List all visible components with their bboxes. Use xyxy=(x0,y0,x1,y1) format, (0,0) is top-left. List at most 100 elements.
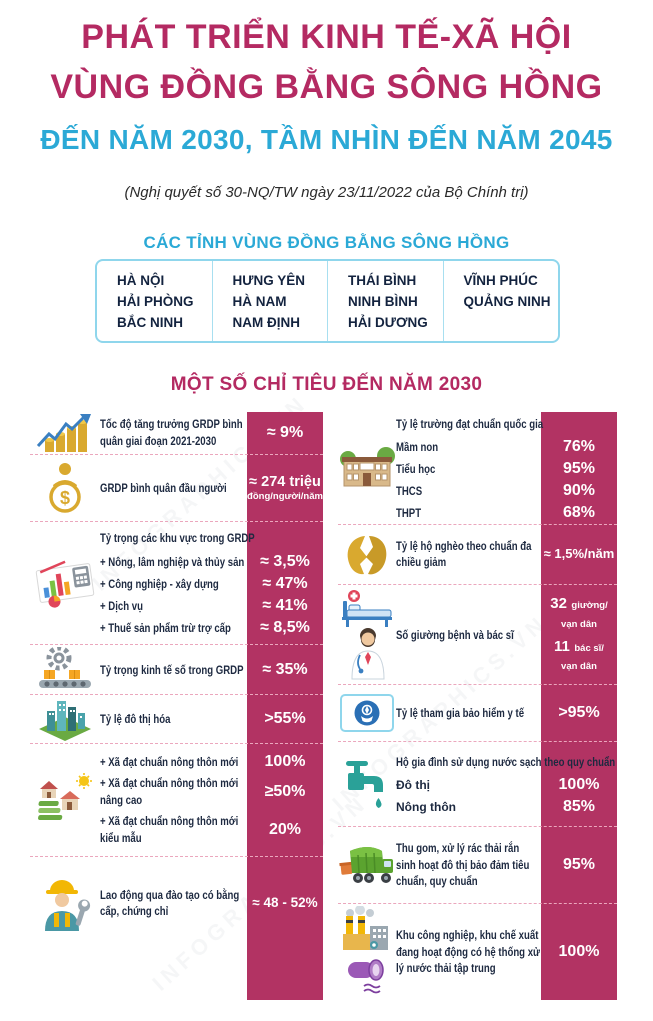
indicator-value: 68% xyxy=(562,503,596,521)
indicator-label: Số giường bệnh và bác sĩ xyxy=(396,627,514,642)
indicator-label: Tỷ lệ hộ nghèo theo chuẩn đa chiều giảm xyxy=(396,538,532,570)
indicator-label: Khu công nghiệp, khu chế xuất đang hoạt … xyxy=(396,927,541,976)
indicator-label: GRDP bình quân đầu người xyxy=(100,481,227,495)
indicator-value: 85% xyxy=(562,797,596,815)
indicator-value: ≈ 8,5% xyxy=(260,619,310,636)
indicator-value: >95% xyxy=(558,704,600,721)
indicator-health-insurance: Tỷ lệ tham gia bảo hiểm y tế >95% xyxy=(338,685,617,742)
sub-indicator: THPT 68% xyxy=(396,502,617,524)
indicator-value: 95% xyxy=(562,856,596,873)
province: VĨNH PHÚC xyxy=(463,273,538,288)
broken-coin-icon xyxy=(338,533,396,577)
indicator-value: 76% xyxy=(562,437,596,455)
indicator-value: ≈ 9% xyxy=(266,424,304,441)
indicator-value: 95% xyxy=(562,459,596,477)
farm-icon xyxy=(30,773,100,827)
left-indicator-column: Tốc độ tăng trưởng GRDP bình quân giai đ… xyxy=(30,412,323,1000)
indicator-value: ≈ 35% xyxy=(262,660,308,678)
garbage-truck-icon xyxy=(338,841,396,889)
indicator-label: + Công nghiệp - xây dựng xyxy=(100,577,219,591)
school-icon xyxy=(338,443,396,493)
indicator-value: ≥50% xyxy=(264,783,306,801)
province-column-4: VĨNH PHÚC QUẢNG NINH xyxy=(442,261,559,341)
right-value-band xyxy=(541,412,617,1000)
indicator-value: 20% xyxy=(268,820,302,838)
indicator-label: Thu gom, xử lý rác thải rắn sinh hoạt đô… xyxy=(396,840,530,889)
faucet-icon xyxy=(338,757,396,811)
beds-value: 32 giường/ vạn dân xyxy=(550,594,608,630)
indicator-label: Tiểu học xyxy=(396,461,436,476)
sub-indicator: + Nông, lâm nghiệp và thủy sản ≈ 3,5% xyxy=(100,551,323,573)
indicator-value: ≈ 48 - 52% xyxy=(252,895,318,911)
indicator-label: Đô thị xyxy=(396,777,430,792)
indicator-label: Lao động qua đào tạo có bằng cấp, chứng … xyxy=(100,887,240,919)
indicator-grdp-per-capita: $ GRDP bình quân đầu người ≈ 274 triệu đ… xyxy=(30,455,323,522)
person-dollar-icon: $ xyxy=(30,461,100,515)
province-column-1: HÀ NỘI HẢI PHÒNG BẮC NINH xyxy=(97,261,212,341)
svg-text:$: $ xyxy=(60,488,70,508)
indicator-label: THCS xyxy=(396,483,423,498)
sub-indicator: + Xã đạt chuẩn nông thôn mới nâng cao ≥5… xyxy=(100,773,323,811)
indicator-label: Nông thôn xyxy=(396,799,456,814)
indicator-sector-shares: Tỷ trọng các khu vực trong GRDP + Nông, … xyxy=(30,522,323,645)
indicator-poverty-rate: Tỷ lệ hộ nghèo theo chuẩn đa chiều giảm … xyxy=(338,525,617,585)
indicator-value: ≈ 1,5%/năm xyxy=(543,546,615,562)
main-title-line3: ĐẾN NĂM 2030, TẦM NHÌN ĐẾN NĂM 2045 xyxy=(40,124,613,155)
sub-indicator: Tiểu học 95% xyxy=(396,458,617,480)
indicator-beds-doctors: Số giường bệnh và bác sĩ 32 giường/ vạn … xyxy=(338,585,617,685)
sub-indicator: + Xã đạt chuẩn nông thôn mới 100% xyxy=(100,751,323,773)
indicator-label: + Xã đạt chuẩn nông thôn mới nâng cao xyxy=(100,776,239,807)
coins-growth-icon xyxy=(30,412,100,454)
provinces-box: HÀ NỘI HẢI PHÒNG BẮC NINH HƯNG YÊN HÀ NA… xyxy=(95,259,560,343)
province: HÀ NỘI xyxy=(117,273,165,288)
indicator-rural-standard: + Xã đạt chuẩn nông thôn mới 100% + Xã đ… xyxy=(30,744,323,857)
factory-pipe-icon xyxy=(338,906,396,998)
indicator-label: + Xã đạt chuẩn nông thôn mới kiểu mẫu xyxy=(100,814,239,845)
province: HẢI PHÒNG xyxy=(117,293,194,309)
province-column-2: HƯNG YÊN HÀ NAM NAM ĐỊNH xyxy=(211,261,328,341)
sub-indicator: THCS 90% xyxy=(396,480,617,502)
hospital-bed-doctor-icon xyxy=(338,589,396,681)
indicator-label: THPT xyxy=(396,505,422,520)
doctors-value: 11 bác sĩ/ vạn dân xyxy=(554,637,604,673)
sub-indicator: + Dịch vụ ≈ 41% xyxy=(100,595,323,617)
sub-indicator: + Xã đạt chuẩn nông thôn mới kiểu mẫu 20… xyxy=(100,811,323,849)
indicator-value: ≈ 41% xyxy=(262,597,308,614)
indicator-unit: đồng/người/năm xyxy=(247,490,323,502)
indicator-value: 100% xyxy=(558,943,600,960)
indicator-school-standard: Tỷ lệ trường đạt chuẩn quốc gia Mầm non … xyxy=(338,412,617,525)
gear-conveyor-icon xyxy=(30,646,100,693)
indicator-value: 100% xyxy=(264,753,306,771)
indicator-heading: Tỷ lệ trường đạt chuẩn quốc gia xyxy=(396,416,544,431)
main-title-line1: PHÁT TRIỂN KINH TẾ-XÃ HỘI xyxy=(81,18,572,56)
left-value-band xyxy=(247,412,323,1000)
indicator-heading: Tỷ trọng các khu vực trong GRDP xyxy=(100,531,255,545)
indicator-label: + Nông, lâm nghiệp và thủy sản xyxy=(100,555,245,569)
sub-indicator: Mầm non 76% xyxy=(396,436,617,458)
sub-indicator: + Công nghiệp - xây dựng ≈ 47% xyxy=(100,573,323,595)
sub-indicator: + Thuế sản phẩm trừ trợ cấp ≈ 8,5% xyxy=(100,617,323,639)
indicator-value: 90% xyxy=(562,481,596,499)
province: QUẢNG NINH xyxy=(463,293,551,309)
right-indicator-column: Tỷ lệ trường đạt chuẩn quốc gia Mầm non … xyxy=(338,412,617,1000)
worker-icon xyxy=(30,875,100,933)
sub-indicator: Nông thôn 85% xyxy=(396,796,617,818)
indicator-digital-economy: Tỷ trọng kinh tế số trong GRDP ≈ 35% xyxy=(30,645,323,695)
indicator-heading: Hộ gia đình sử dụng nước sạch theo quy c… xyxy=(396,754,616,769)
indicator-wastewater-treatment: Khu công nghiệp, khu chế xuất đang hoạt … xyxy=(338,904,617,1000)
indicator-value: >55% xyxy=(264,710,306,727)
indicator-value: 100% xyxy=(558,775,600,793)
indicator-clean-water: Hộ gia đình sử dụng nước sạch theo quy c… xyxy=(338,742,617,827)
indicator-waste-collection: Thu gom, xử lý rác thải rắn sinh hoạt đô… xyxy=(338,827,617,904)
province: HÀ NAM xyxy=(232,293,287,309)
charts-calculator-icon xyxy=(30,557,100,609)
main-title-line2: VÙNG ĐỒNG BẰNG SÔNG HỒNG xyxy=(50,68,603,106)
indicator-value: ≈ 47% xyxy=(262,575,308,592)
section-header: MỘT SỐ CHỈ TIÊU ĐẾN NĂM 2030 xyxy=(170,374,483,395)
province: BẮC NINH xyxy=(117,314,183,330)
indicator-label: + Xã đạt chuẩn nông thôn mới xyxy=(100,755,239,770)
province: NINH BÌNH xyxy=(348,293,418,309)
indicator-value: ≈ 274 triệu xyxy=(249,473,321,490)
indicator-trained-labor: Lao động qua đào tạo có bằng cấp, chứng … xyxy=(30,857,323,1000)
